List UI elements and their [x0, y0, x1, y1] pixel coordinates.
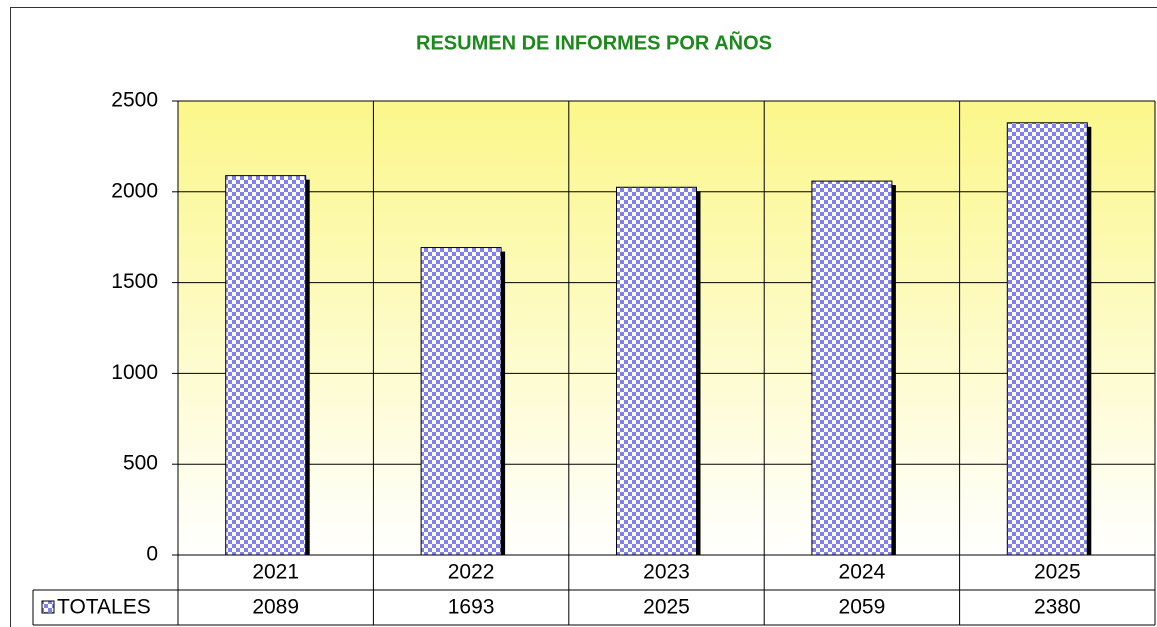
table-value: 2025 — [643, 596, 690, 619]
bar — [811, 180, 893, 556]
table-value: 2380 — [1034, 596, 1081, 619]
x-tick-label: 2024 — [839, 561, 886, 584]
chart-title: RESUMEN DE INFORMES POR AÑOS — [416, 31, 772, 54]
legend-key — [41, 600, 55, 614]
y-tick-label: 1000 — [111, 361, 158, 384]
x-tick-label: 2021 — [252, 561, 299, 584]
x-tick-label: 2022 — [448, 561, 495, 584]
y-tick-label: 2500 — [111, 89, 158, 112]
table-value: 2089 — [252, 596, 299, 619]
x-tick-label: 2025 — [1034, 561, 1081, 584]
y-tick-label: 1500 — [111, 270, 158, 293]
y-tick-label: 0 — [146, 543, 158, 566]
table-value: 2059 — [839, 596, 886, 619]
y-tick-label: 2000 — [111, 179, 158, 202]
legend-label: TOTALES — [57, 596, 151, 619]
table-value: 1693 — [448, 596, 495, 619]
bar — [420, 247, 502, 556]
y-tick-label: 500 — [123, 452, 158, 475]
x-tick-label: 2023 — [643, 561, 690, 584]
frame — [10, 7, 1157, 627]
bar — [225, 175, 307, 556]
bar — [1006, 122, 1088, 556]
bar — [616, 186, 697, 556]
